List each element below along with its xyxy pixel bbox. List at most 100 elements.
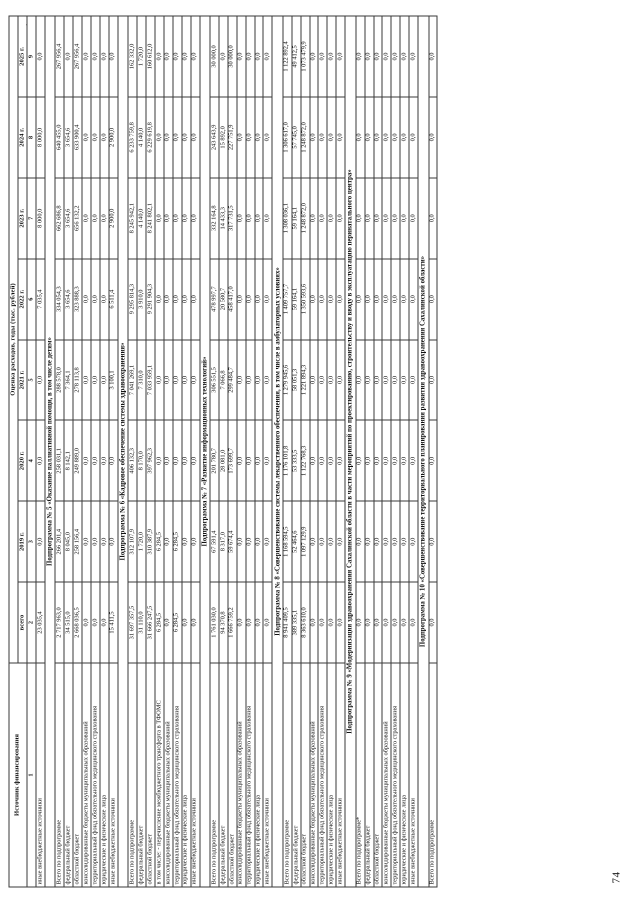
table-row: иные внебюджетные источники 23 035,4 0,0 0,… — [35, 15, 45, 887]
amount-cell: 0,0 — [428, 96, 437, 178]
amount-cell: 0,0 — [390, 339, 400, 420]
amount-cell: 0,0 — [245, 339, 255, 420]
amount-cell: 0,0 — [335, 419, 345, 501]
amount-cell: 173 699,7 — [227, 419, 237, 501]
funding-source-label: юридические и физические лица — [181, 662, 191, 887]
amount-cell: 59 674,4 — [227, 500, 237, 582]
amount-cell: 0,0 — [364, 581, 374, 663]
amount-cell: 0,0 — [172, 96, 182, 178]
amount-cell: 0,0 — [181, 177, 191, 259]
amount-cell: 0,0 — [355, 258, 365, 340]
amount-cell: 0,0 — [262, 177, 272, 259]
amount-cell: 0,0 — [63, 15, 73, 97]
amount-cell: 0,0 — [254, 96, 263, 178]
amount-cell: 8 363 610,0 — [300, 581, 310, 663]
amount-cell: 0,0 — [428, 339, 437, 420]
amount-cell: 0,0 — [408, 177, 418, 259]
amount-cell: 397 962,3 — [145, 419, 155, 501]
amount-cell: 0,0 — [381, 96, 391, 178]
col-number-9: 9 — [26, 15, 36, 97]
amount-cell: 0,0 — [99, 96, 109, 178]
table-row: областной бюджет 2 668 036,5 258 156,4 249 … — [72, 15, 82, 887]
amount-cell: 0,0 — [399, 258, 409, 340]
amount-cell: 3 100,1 — [108, 339, 118, 420]
amount-cell: 258 156,4 — [72, 500, 82, 582]
funding-source-label: юридические и физические лица — [326, 662, 336, 887]
funding-source-label: иные внебюджетные источники — [262, 662, 272, 887]
amount-cell: 1 720,0 — [136, 15, 146, 97]
amount-cell: 4 140,0 — [136, 96, 146, 178]
amount-cell: 227 751,9 — [227, 96, 237, 178]
col-number-7: 7 — [26, 177, 36, 259]
amount-cell: 0,0 — [399, 500, 409, 582]
header-year-total: всего — [17, 581, 27, 663]
amount-cell: 52 464,6 — [291, 500, 301, 582]
table-row: Всего по подпрограмме* 0,0 0,0 0,0 0,0 0,0 0,0… — [355, 15, 365, 887]
amount-cell: 4 140,0 — [136, 177, 146, 259]
table-row: юридические и физические лица 0,0 0,0 0,0 0,… — [254, 15, 263, 887]
amount-cell: 58 051,3 — [291, 339, 301, 420]
funding-source-label: юридические и физические лица — [254, 662, 263, 887]
amount-cell: 0,0 — [81, 500, 91, 582]
funding-source-label: Всего по подпрограмме — [127, 662, 137, 887]
amount-cell: 267 956,4 — [54, 15, 64, 97]
amount-cell: 0,0 — [326, 177, 336, 259]
amount-cell: 0,0 — [190, 258, 200, 340]
amount-cell: 2 668 036,5 — [72, 581, 82, 663]
budget-table: Источник финансирования Оценка расходов,… — [8, 15, 437, 887]
subprogram-title: Подпрограмма № 10 «Совершенствование тер… — [417, 15, 429, 887]
amount-cell: 478 997,7 — [209, 258, 219, 340]
table-body: иные внебюджетные источники 23 035,4 0,0 0,… — [35, 15, 437, 887]
funding-source-label: территориальный фонд обязательного медиц… — [245, 662, 255, 887]
amount-cell: 0,0 — [408, 419, 418, 501]
amount-cell: 0,0 — [317, 258, 327, 340]
amount-cell: 8 941 409,5 — [282, 581, 292, 663]
amount-cell: 8 245 942,1 — [127, 177, 137, 259]
amount-cell: 0,0 — [90, 258, 100, 340]
amount-cell: 0,0 — [428, 258, 437, 340]
amount-cell: 0,0 — [236, 581, 246, 663]
amount-cell: 6 233 759,8 — [127, 96, 137, 178]
amount-cell: 23 035,4 — [35, 581, 45, 663]
table-row: юридические и физические лица 0,0 0,0 0,0 0,… — [399, 15, 409, 887]
amount-cell: 0,0 — [236, 96, 246, 178]
amount-cell: 1 122 768,3 — [300, 419, 310, 501]
amount-cell: 0,0 — [390, 581, 400, 663]
amount-cell: 0,0 — [99, 581, 109, 663]
amount-cell: 0,0 — [317, 500, 327, 582]
amount-cell: 0,0 — [355, 177, 365, 259]
amount-cell: 15 892,0 — [218, 96, 228, 178]
amount-cell: 0,0 — [163, 96, 173, 178]
funding-source-label: иные внебюджетные источники — [408, 662, 418, 887]
table-row: территориальный фонд обязательного медиц… — [317, 15, 327, 887]
amount-cell: 0,0 — [364, 15, 374, 97]
header-row-titles: Источник финансирования Оценка расходов,… — [8, 15, 27, 887]
amount-cell: 0,0 — [262, 500, 272, 582]
amount-cell: 8 045,0 — [63, 500, 73, 582]
amount-cell: 7 364,1 — [63, 339, 73, 420]
table-row: Всего по подпрограмме 1 761 030,0 67 591,4… — [209, 15, 219, 887]
amount-cell: 0,0 — [154, 258, 164, 340]
amount-cell: 94 370,8 — [218, 581, 228, 663]
funding-source-label: юридические и физические лица — [99, 662, 109, 887]
amount-cell: 0,0 — [399, 581, 409, 663]
amount-cell: 0,0 — [81, 258, 91, 340]
table-row: иные внебюджетные источники 0,0 0,0 0,0 0,0 0… — [335, 15, 345, 887]
amount-cell: 0,0 — [81, 15, 91, 97]
amount-cell: 59 164,1 — [291, 258, 301, 340]
amount-cell: 0,0 — [355, 419, 365, 501]
col-number-6: 6 — [26, 258, 36, 340]
amount-cell: 0,0 — [428, 419, 437, 501]
amount-cell: 0,0 — [236, 500, 246, 582]
header-source-column: Источник финансирования — [8, 662, 27, 887]
amount-cell: 0,0 — [335, 339, 345, 420]
amount-cell: 7 033 959,1 — [145, 339, 155, 420]
amount-cell: 0,0 — [81, 96, 91, 178]
amount-cell: 7 035,4 — [35, 258, 45, 340]
funding-source-label: территориальный фонд обязательного медиц… — [317, 662, 327, 887]
amount-cell: 312 107,9 — [127, 500, 137, 582]
amount-cell: 9 295 814,3 — [127, 258, 137, 340]
amount-cell: 0,0 — [355, 96, 365, 178]
amount-cell: 0,0 — [428, 177, 437, 259]
amount-cell: 0,0 — [373, 15, 382, 97]
